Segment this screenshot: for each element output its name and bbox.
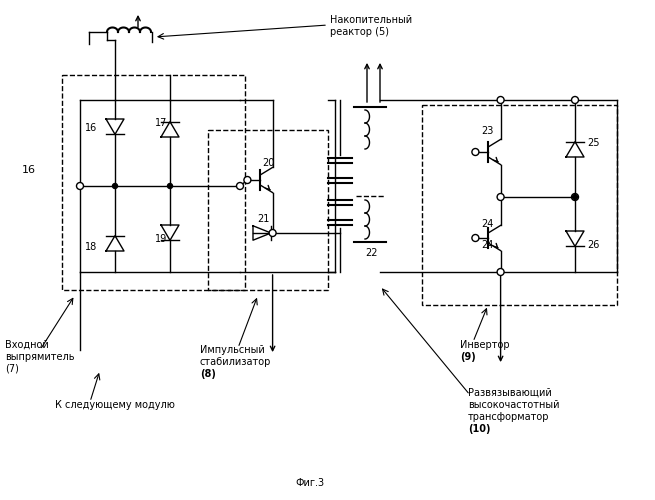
Text: 16: 16 (85, 123, 97, 133)
Circle shape (572, 194, 578, 200)
Text: Импульсный: Импульсный (200, 345, 265, 355)
Circle shape (77, 182, 83, 190)
Bar (208, 130, 328, 290)
Circle shape (497, 194, 504, 200)
Circle shape (572, 96, 578, 103)
Text: 24: 24 (481, 240, 493, 250)
Text: 18: 18 (85, 242, 97, 252)
Text: 20: 20 (262, 158, 274, 168)
Text: 23: 23 (481, 126, 493, 136)
Text: 22: 22 (365, 248, 377, 258)
Circle shape (472, 234, 479, 242)
Text: 19: 19 (155, 234, 167, 244)
Circle shape (168, 184, 172, 188)
Bar (422, 105, 617, 305)
Circle shape (113, 184, 117, 188)
Text: К следующему модулю: К следующему модулю (55, 400, 175, 410)
Circle shape (244, 176, 251, 184)
Text: 26: 26 (587, 240, 599, 250)
Circle shape (572, 194, 578, 200)
Circle shape (497, 96, 504, 103)
Text: 25: 25 (587, 138, 599, 148)
Text: Инвертор: Инвертор (460, 340, 510, 350)
Circle shape (497, 268, 504, 276)
Text: (10): (10) (468, 424, 491, 434)
Text: высокочастотный: высокочастотный (468, 400, 559, 410)
Text: Фиг.3: Фиг.3 (295, 478, 324, 488)
Circle shape (269, 230, 276, 236)
Text: Накопительный
реактор (5): Накопительный реактор (5) (330, 15, 412, 36)
Text: (8): (8) (200, 369, 216, 379)
Text: трансформатор: трансформатор (468, 412, 550, 422)
Circle shape (472, 148, 479, 156)
Bar (62, 75, 245, 290)
Text: 16: 16 (22, 165, 36, 175)
Text: (9): (9) (460, 352, 476, 362)
Text: Входной
выпрямитель
(7): Входной выпрямитель (7) (5, 340, 75, 373)
Text: 24: 24 (481, 219, 493, 229)
Text: 21: 21 (257, 214, 269, 224)
Text: стабилизатор: стабилизатор (200, 357, 271, 367)
Text: Развязывающий: Развязывающий (468, 388, 552, 398)
Circle shape (236, 182, 244, 190)
Text: 17: 17 (155, 118, 168, 128)
